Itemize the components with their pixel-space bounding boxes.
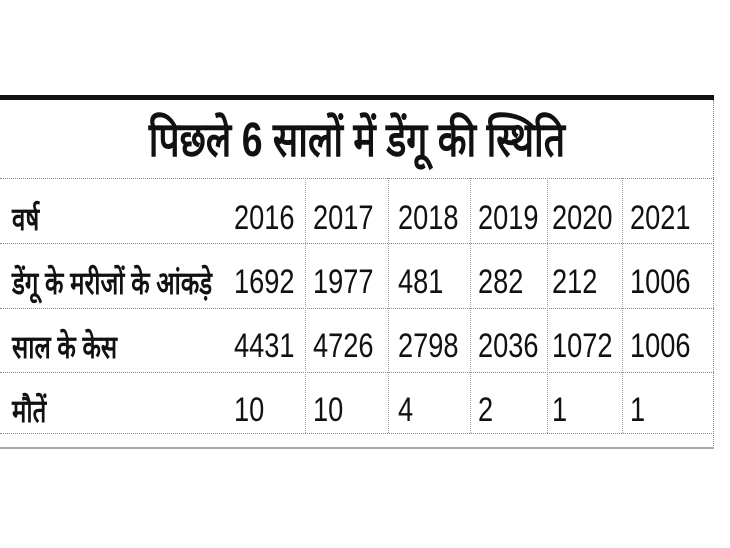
table-cell: 1072 [552,316,628,376]
row-label: मौतें [12,380,58,440]
row-divider [0,178,714,179]
right-border [713,100,714,448]
cell-value: 4726 [313,326,374,365]
cell-value: 2798 [398,326,459,365]
top-rule [0,95,714,100]
cell-value: 2036 [478,326,539,365]
row-divider [0,433,714,434]
cell-value: 2016 [234,198,295,237]
table-cell: 2016 [234,188,310,248]
cell-value: 2 [478,390,494,429]
cell-value: 4431 [234,326,295,365]
cell-value: 1 [552,390,568,429]
cell-value: 1006 [630,262,691,301]
table-cell: 1006 [630,252,706,312]
column-divider [622,178,623,433]
table-cell: 4726 [313,316,389,376]
cell-value: 4 [398,390,414,429]
cell-value: 2017 [313,198,374,237]
cell-value: 1 [630,390,646,429]
row-divider [0,308,714,309]
table-cell: 1 [552,380,571,440]
table-cell: 2036 [478,316,554,376]
table-row: डेंगू के मरीजों के आंकड़े 1692 1977 481 282 2… [0,252,714,312]
table-cell: 2 [478,380,497,440]
table-cell: 4431 [234,316,310,376]
cell-value: 10 [313,390,344,429]
cell-value: 2021 [630,198,691,237]
cell-value: 1006 [630,326,691,365]
header-row: वर्ष 2016 2017 2018 2019 2020 2021 [0,188,714,248]
table-cell: 1006 [630,316,706,376]
table-cell: 10 [313,380,351,440]
cell-value: 212 [552,262,598,301]
table-cell: 1977 [313,252,389,312]
table-cell: 2017 [313,188,389,248]
column-divider [305,178,306,433]
table-cell: 2019 [478,188,554,248]
table-cell: 481 [398,252,455,312]
column-divider [547,178,548,433]
table-cell: 2020 [552,188,628,248]
row-label: डेंगू के मरीजों के आंकड़े [12,252,279,312]
cell-value: 2020 [552,198,613,237]
row-label-text: डेंगू के मरीजों के आंकड़े [12,264,213,301]
table-cell: 2021 [630,188,706,248]
table-cell: 282 [478,252,535,312]
row-label: वर्ष [12,188,48,248]
column-divider [470,178,471,433]
table-title: पिछले 6 सालों में डेंगू की स्थिति [148,113,566,167]
cell-value: 10 [234,390,265,429]
cell-value: 1692 [234,262,295,301]
cell-value: 282 [478,262,524,301]
column-divider [388,178,389,433]
table-cell: 10 [234,380,272,440]
cell-value: 1977 [313,262,374,301]
row-label-text: वर्ष [12,200,40,237]
cell-value: 481 [398,262,444,301]
row-label: साल के केस [12,316,152,376]
row-divider [0,243,714,244]
table-cell: 1 [630,380,649,440]
row-divider [0,372,714,373]
bottom-rule [0,447,714,449]
table-cell: 1692 [234,252,310,312]
table-cell: 2798 [398,316,474,376]
row-label-text: साल के केस [12,328,118,365]
table-cell: 4 [398,380,417,440]
table-cell: 212 [552,252,609,312]
table-cell: 2018 [398,188,474,248]
row-label-text: मौतें [12,392,47,429]
cell-value: 2018 [398,198,459,237]
cell-value: 2019 [478,198,539,237]
table-row: मौतें 10 10 4 2 1 1 [0,380,714,440]
cell-value: 1072 [552,326,613,365]
table-row: साल के केस 4431 4726 2798 2036 1072 1006 [0,316,714,376]
